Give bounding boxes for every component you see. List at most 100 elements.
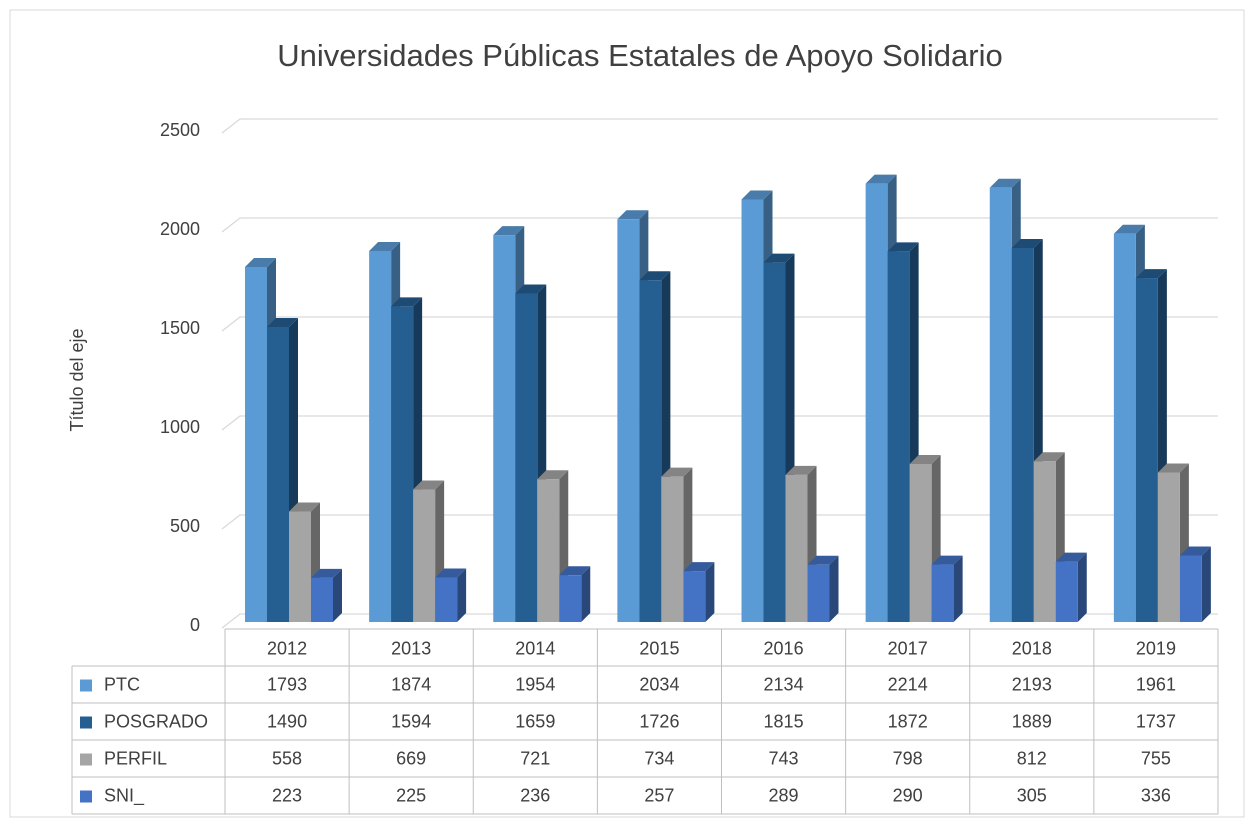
table-cell: 812 — [1017, 748, 1047, 768]
bar-top — [1011, 238, 1043, 248]
table-cell: 2214 — [888, 674, 928, 694]
bar-side — [1201, 546, 1211, 622]
bar-front — [1179, 555, 1202, 622]
legend-key — [80, 716, 92, 729]
y-tick-label: 2500 — [160, 120, 200, 140]
bar-front — [639, 280, 662, 622]
bar-front — [559, 575, 582, 622]
bar-front — [887, 251, 910, 622]
table-cell: 290 — [893, 785, 923, 805]
bar-top — [369, 241, 401, 251]
legend-key — [80, 679, 92, 692]
legend-label: POSGRADO — [104, 711, 208, 731]
table-cell: 2034 — [639, 674, 679, 694]
legend-key — [80, 753, 92, 766]
bar-front — [931, 564, 954, 622]
table-cell: 721 — [520, 748, 550, 768]
bar-front — [369, 250, 392, 622]
bar — [435, 568, 467, 622]
bar-front — [245, 266, 267, 622]
bar-front — [537, 479, 560, 622]
x-tick-label: 2014 — [515, 638, 555, 658]
bar-front — [785, 474, 808, 622]
y-tick-label: 1000 — [160, 417, 200, 437]
bar-front — [1055, 561, 1078, 622]
table-cell: 743 — [769, 748, 799, 768]
table-cell: 1594 — [391, 711, 431, 731]
table-cell: 223 — [272, 785, 302, 805]
x-tick-label: 2012 — [267, 638, 307, 658]
bar-front — [807, 564, 830, 622]
bar-front — [865, 183, 888, 623]
bar-front — [267, 326, 289, 622]
bar-top — [493, 226, 525, 236]
bar-top — [1113, 224, 1145, 234]
bar-top — [1157, 463, 1189, 473]
bar-side — [1077, 552, 1087, 622]
bar-top — [1033, 452, 1065, 462]
table-cell: 1793 — [267, 674, 307, 694]
bar-front — [1157, 472, 1180, 622]
y-tick-label: 2000 — [160, 219, 200, 239]
bar-top — [391, 297, 423, 307]
bar-front — [1135, 278, 1158, 622]
bar-front — [311, 577, 333, 622]
legend-key — [80, 790, 92, 803]
bar-side — [581, 566, 591, 622]
bar-front — [413, 489, 436, 622]
bar-top — [311, 568, 342, 578]
bar-front — [435, 577, 458, 622]
bar-top — [617, 210, 649, 220]
bar-top — [413, 480, 445, 490]
table-cell: 1961 — [1136, 674, 1176, 694]
bar — [559, 566, 591, 622]
bar — [311, 568, 342, 622]
bar — [1055, 552, 1087, 622]
table-cell: 225 — [396, 785, 426, 805]
bar-side — [705, 562, 715, 622]
table-cell: 336 — [1141, 785, 1171, 805]
bar-top — [1055, 552, 1087, 562]
table-cell: 1737 — [1136, 711, 1176, 731]
bar-top — [639, 271, 671, 281]
y-tick-label: 1500 — [160, 318, 200, 338]
y-tick-label: 0 — [190, 615, 200, 635]
chart-title: Universidades Públicas Estatales de Apoy… — [277, 38, 1002, 73]
bar-front — [1113, 233, 1136, 623]
bar-top — [559, 566, 591, 576]
table-cell: 236 — [520, 785, 550, 805]
x-tick-label: 2013 — [391, 638, 431, 658]
table-cell: 669 — [396, 748, 426, 768]
bar-side — [953, 555, 963, 622]
bar-side — [829, 555, 839, 622]
bar-top — [909, 454, 941, 464]
bar-front — [1033, 461, 1056, 622]
bar-front — [391, 306, 414, 622]
bar-top — [887, 242, 919, 252]
bar-front — [515, 293, 538, 622]
bar-top — [245, 257, 276, 267]
y-axis-title: Título del eje — [67, 328, 87, 431]
table-cell: 2193 — [1012, 674, 1052, 694]
table-cell: 2134 — [764, 674, 804, 694]
bar-top — [1179, 546, 1211, 556]
bar-top — [661, 467, 693, 477]
table-cell: 1815 — [764, 711, 804, 731]
x-tick-label: 2016 — [764, 638, 804, 658]
bar-top — [865, 174, 897, 184]
table-cell: 734 — [644, 748, 674, 768]
bar-front — [617, 219, 640, 622]
table-cell: 558 — [272, 748, 302, 768]
x-tick-label: 2015 — [639, 638, 679, 658]
bar-top — [931, 555, 963, 565]
bar-front — [493, 235, 516, 622]
bar-front — [683, 571, 706, 622]
bar-front — [1011, 247, 1034, 622]
bar-top — [537, 470, 569, 480]
table-cell: 289 — [769, 785, 799, 805]
legend-label: PTC — [104, 674, 140, 694]
bar-top — [683, 562, 715, 572]
bar-side — [333, 568, 342, 622]
bar — [1179, 546, 1211, 622]
